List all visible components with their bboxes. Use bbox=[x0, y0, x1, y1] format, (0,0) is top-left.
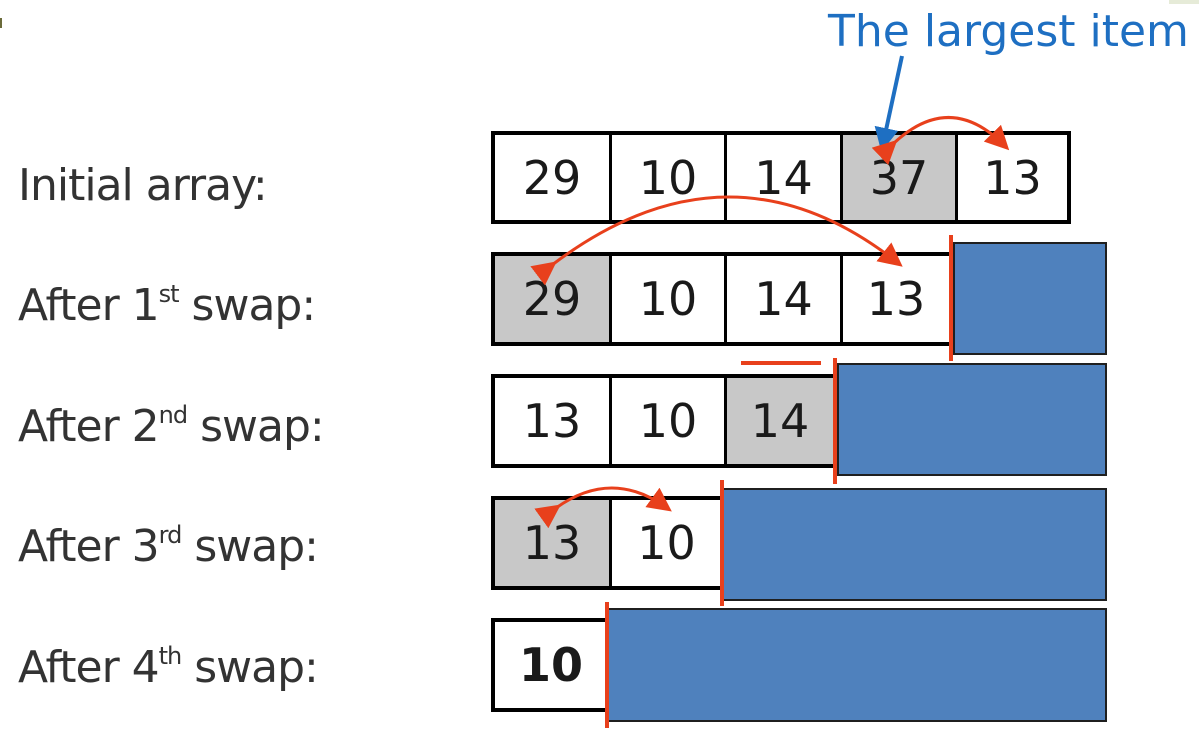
swap-arrow-29-13 bbox=[530, 195, 903, 286]
row-label-swap-1: After 1st swap: bbox=[18, 276, 317, 336]
boundary-marker-1 bbox=[949, 235, 953, 361]
array-swap-4: 10 bbox=[491, 618, 611, 712]
sorted-region-3 bbox=[722, 488, 1107, 601]
no-swap-marker bbox=[741, 361, 821, 365]
row-label-swap-3: After 3rd swap: bbox=[18, 517, 319, 577]
swap-arrow-37-13 bbox=[871, 116, 1010, 166]
row-label-swap-4-tail: swap: bbox=[181, 642, 319, 693]
row-label-swap-2-tail: swap: bbox=[187, 401, 325, 452]
array-cell: 13 bbox=[495, 378, 612, 464]
array-cell: 10 bbox=[612, 135, 727, 220]
row-label-swap-3-tail: swap: bbox=[181, 521, 319, 572]
row-label-swap-4-sup: th bbox=[158, 642, 183, 670]
corner-mark-left bbox=[0, 18, 2, 28]
boundary-marker-4 bbox=[605, 602, 609, 728]
row-label-swap-3-sup: rd bbox=[158, 521, 183, 549]
row-label-swap-1-main: After 1 bbox=[18, 280, 160, 331]
corner-mark-right bbox=[1169, 0, 1199, 4]
array-cell: 10 bbox=[612, 378, 727, 464]
row-label-swap-2: After 2nd swap: bbox=[18, 397, 325, 457]
row-label-swap-1-sup: st bbox=[158, 280, 180, 308]
row-label-initial-main: Initial array: bbox=[18, 160, 268, 211]
boundary-marker-3 bbox=[720, 480, 724, 606]
array-cell: 14 bbox=[727, 135, 843, 220]
array-cell: 29 bbox=[495, 135, 612, 220]
row-label-swap-4: After 4th swap: bbox=[18, 638, 319, 698]
row-label-initial: Initial array: bbox=[18, 156, 268, 216]
row-label-swap-3-main: After 3 bbox=[18, 521, 160, 572]
largest-item-caption: The largest item bbox=[828, 6, 1189, 57]
boundary-marker-2 bbox=[833, 358, 837, 484]
row-label-swap-1-tail: swap: bbox=[178, 280, 317, 331]
row-label-swap-2-sup: nd bbox=[158, 401, 188, 429]
array-swap-2: 13 10 14 bbox=[491, 374, 837, 468]
row-label-swap-2-main: After 2 bbox=[18, 401, 160, 452]
sorted-region-2 bbox=[837, 363, 1107, 476]
pointer-arrow bbox=[874, 55, 904, 152]
array-cell-final: 10 bbox=[518, 638, 583, 692]
swap-arrow-13-10 bbox=[534, 486, 672, 529]
array-cell-selected: 14 bbox=[727, 378, 833, 464]
row-label-swap-4-main: After 4 bbox=[18, 642, 160, 693]
sorted-region-1 bbox=[953, 242, 1107, 355]
